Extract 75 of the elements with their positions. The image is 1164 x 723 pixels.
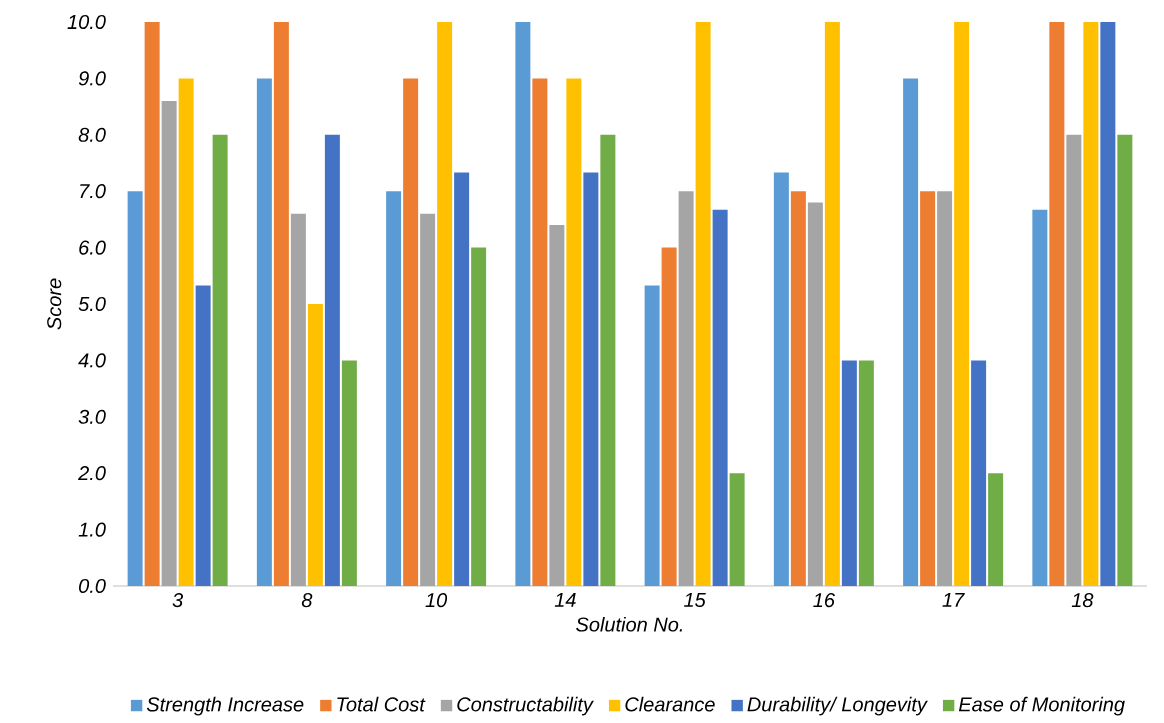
bar bbox=[515, 22, 531, 586]
x-tick-label: 15 bbox=[684, 593, 706, 607]
bar bbox=[903, 78, 919, 586]
bar bbox=[824, 22, 840, 586]
bar bbox=[161, 100, 177, 586]
bar bbox=[403, 78, 419, 586]
bar bbox=[144, 22, 160, 586]
bar bbox=[1066, 134, 1082, 586]
bar bbox=[583, 172, 599, 586]
bar bbox=[1083, 22, 1099, 586]
y-tick-label: 10.0 bbox=[67, 14, 106, 30]
y-tick-label: 6.0 bbox=[79, 240, 106, 255]
bar bbox=[454, 172, 470, 586]
bar bbox=[324, 134, 340, 586]
legend-label: Total Cost bbox=[337, 696, 426, 712]
y-tick-label: 5.0 bbox=[78, 296, 106, 312]
bar bbox=[307, 303, 323, 586]
bar bbox=[1049, 22, 1065, 586]
x-tick-label: 16 bbox=[813, 593, 835, 608]
bar bbox=[661, 247, 677, 586]
bar bbox=[807, 202, 823, 586]
x-tick-label: 3 bbox=[172, 593, 184, 608]
bar bbox=[971, 360, 987, 586]
x-axis-title: Solution No. bbox=[576, 616, 682, 632]
bar bbox=[988, 473, 1004, 586]
bar bbox=[549, 225, 565, 586]
x-tick-label: 18 bbox=[1071, 593, 1094, 608]
bar bbox=[1100, 22, 1116, 586]
legend-label: Clearance bbox=[625, 696, 715, 712]
bar bbox=[178, 78, 194, 586]
bar bbox=[566, 78, 582, 586]
bar bbox=[532, 78, 548, 586]
bar bbox=[127, 191, 143, 586]
bar bbox=[678, 191, 694, 586]
bar bbox=[212, 134, 228, 586]
legend-label: Strength Increase bbox=[146, 696, 304, 716]
bar bbox=[858, 360, 874, 586]
bar bbox=[341, 360, 357, 586]
bar bbox=[290, 213, 306, 586]
bar bbox=[773, 172, 789, 586]
y-axis-title: Score bbox=[47, 278, 62, 330]
y-tick-label: 7.0 bbox=[80, 184, 106, 199]
bar bbox=[386, 191, 402, 586]
x-tick-label: 14 bbox=[554, 593, 576, 607]
bar bbox=[273, 22, 289, 586]
bar bbox=[471, 247, 487, 586]
bar bbox=[954, 22, 970, 586]
y-tick-label: 4.0 bbox=[78, 353, 106, 368]
bar bbox=[420, 213, 436, 586]
bar bbox=[1117, 134, 1133, 586]
y-tick-label: 2.0 bbox=[78, 466, 106, 481]
y-tick-label: 0.0 bbox=[79, 578, 106, 594]
bar bbox=[937, 191, 953, 586]
legend-label: Ease of Monitoring bbox=[958, 696, 1125, 716]
bar bbox=[256, 78, 272, 586]
y-tick-label: 8.0 bbox=[78, 127, 106, 142]
bar bbox=[644, 285, 660, 586]
bar bbox=[729, 473, 745, 586]
x-tick-label: 17 bbox=[942, 593, 965, 607]
y-tick-label: 3.0 bbox=[78, 409, 106, 424]
y-tick-label: 1.0 bbox=[78, 522, 106, 537]
bar bbox=[790, 191, 806, 586]
x-tick-label: 10 bbox=[425, 593, 448, 608]
bar bbox=[712, 209, 728, 586]
x-tick-label: 8 bbox=[301, 593, 313, 608]
bar bbox=[195, 285, 211, 586]
bar bbox=[600, 134, 616, 586]
bar bbox=[920, 191, 936, 586]
bar bbox=[841, 360, 857, 586]
legend-label: Durability/ Longevity bbox=[747, 696, 928, 716]
bar bbox=[437, 22, 453, 586]
legend-label: Constructability bbox=[457, 696, 594, 716]
bar bbox=[1032, 209, 1048, 586]
bar bbox=[695, 22, 711, 586]
y-tick-label: 9.0 bbox=[78, 71, 106, 86]
